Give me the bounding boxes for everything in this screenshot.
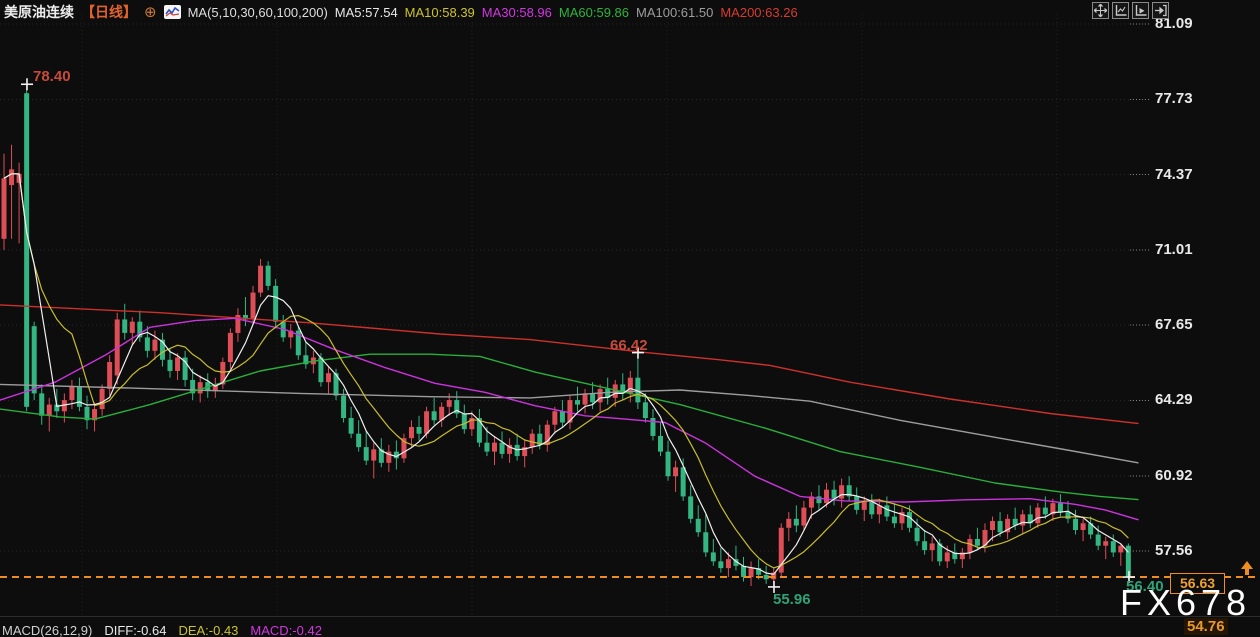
circle-plus-icon[interactable]: ⊕ xyxy=(144,3,157,21)
symbol-title: 美原油连续 xyxy=(4,4,74,20)
macd-dea-value: DEA:-0.43 xyxy=(178,623,239,637)
y-axis-label: 67.65 xyxy=(1155,316,1193,334)
collapse-right-icon[interactable] xyxy=(1152,2,1169,19)
fx678-watermark: FX678 xyxy=(1120,582,1252,623)
ma5-value: MA5:57.54 xyxy=(334,4,398,20)
macd-diff-value: DIFF:-0.64 xyxy=(104,623,167,637)
y-axis-label: 81.09 xyxy=(1155,15,1193,32)
price-annotation: 55.96 xyxy=(773,591,811,608)
macd-macd-value: MACD:-0.42 xyxy=(250,623,322,637)
y-axis-label: 64.29 xyxy=(1155,391,1193,409)
ma100-value: MA100:61.50 xyxy=(636,4,714,20)
axis-scale-icon[interactable] xyxy=(1112,2,1129,19)
axis-bottom-label: 54.76 xyxy=(1184,618,1228,635)
pane-separator xyxy=(0,616,1260,617)
indicator-chart-icon[interactable] xyxy=(163,5,181,19)
axis-playback-icon[interactable] xyxy=(1132,2,1149,19)
ma200-value: MA200:63.26 xyxy=(720,4,798,20)
pan-move-icon[interactable] xyxy=(1092,2,1109,19)
y-axis-label: 57.56 xyxy=(1155,542,1193,560)
y-axis-label: 77.73 xyxy=(1155,90,1193,108)
macd-legend: MACD(26,12,9) DIFF:-0.64 DEA:-0.43 MACD:… xyxy=(2,623,322,637)
y-axis-label: 60.92 xyxy=(1155,466,1193,484)
chart-toolbar xyxy=(1092,2,1169,19)
interval-label[interactable]: 【日线】 xyxy=(81,4,137,20)
ma30-value: MA30:58.96 xyxy=(481,4,552,20)
macd-settings-label: MACD(26,12,9) xyxy=(2,623,93,637)
chart-header: 美原油连续 【日线】 ⊕ MA(5,10,30,60,100,200) MA5:… xyxy=(4,2,798,22)
last-price-axis-label: 56.63 xyxy=(1170,573,1226,594)
price-annotation: 66.42 xyxy=(610,337,648,354)
y-axis-label: 74.37 xyxy=(1155,165,1193,183)
ma10-value: MA10:58.39 xyxy=(404,4,475,20)
y-axis-label: 71.01 xyxy=(1155,240,1193,258)
ma60-value: MA60:59.86 xyxy=(558,4,629,20)
ma-settings-label: MA(5,10,30,60,100,200) xyxy=(187,4,328,20)
price-annotation: 56.40 xyxy=(1126,578,1164,595)
price-annotation: 78.40 xyxy=(33,68,71,85)
scroll-to-latest-icon[interactable] xyxy=(1240,561,1254,581)
